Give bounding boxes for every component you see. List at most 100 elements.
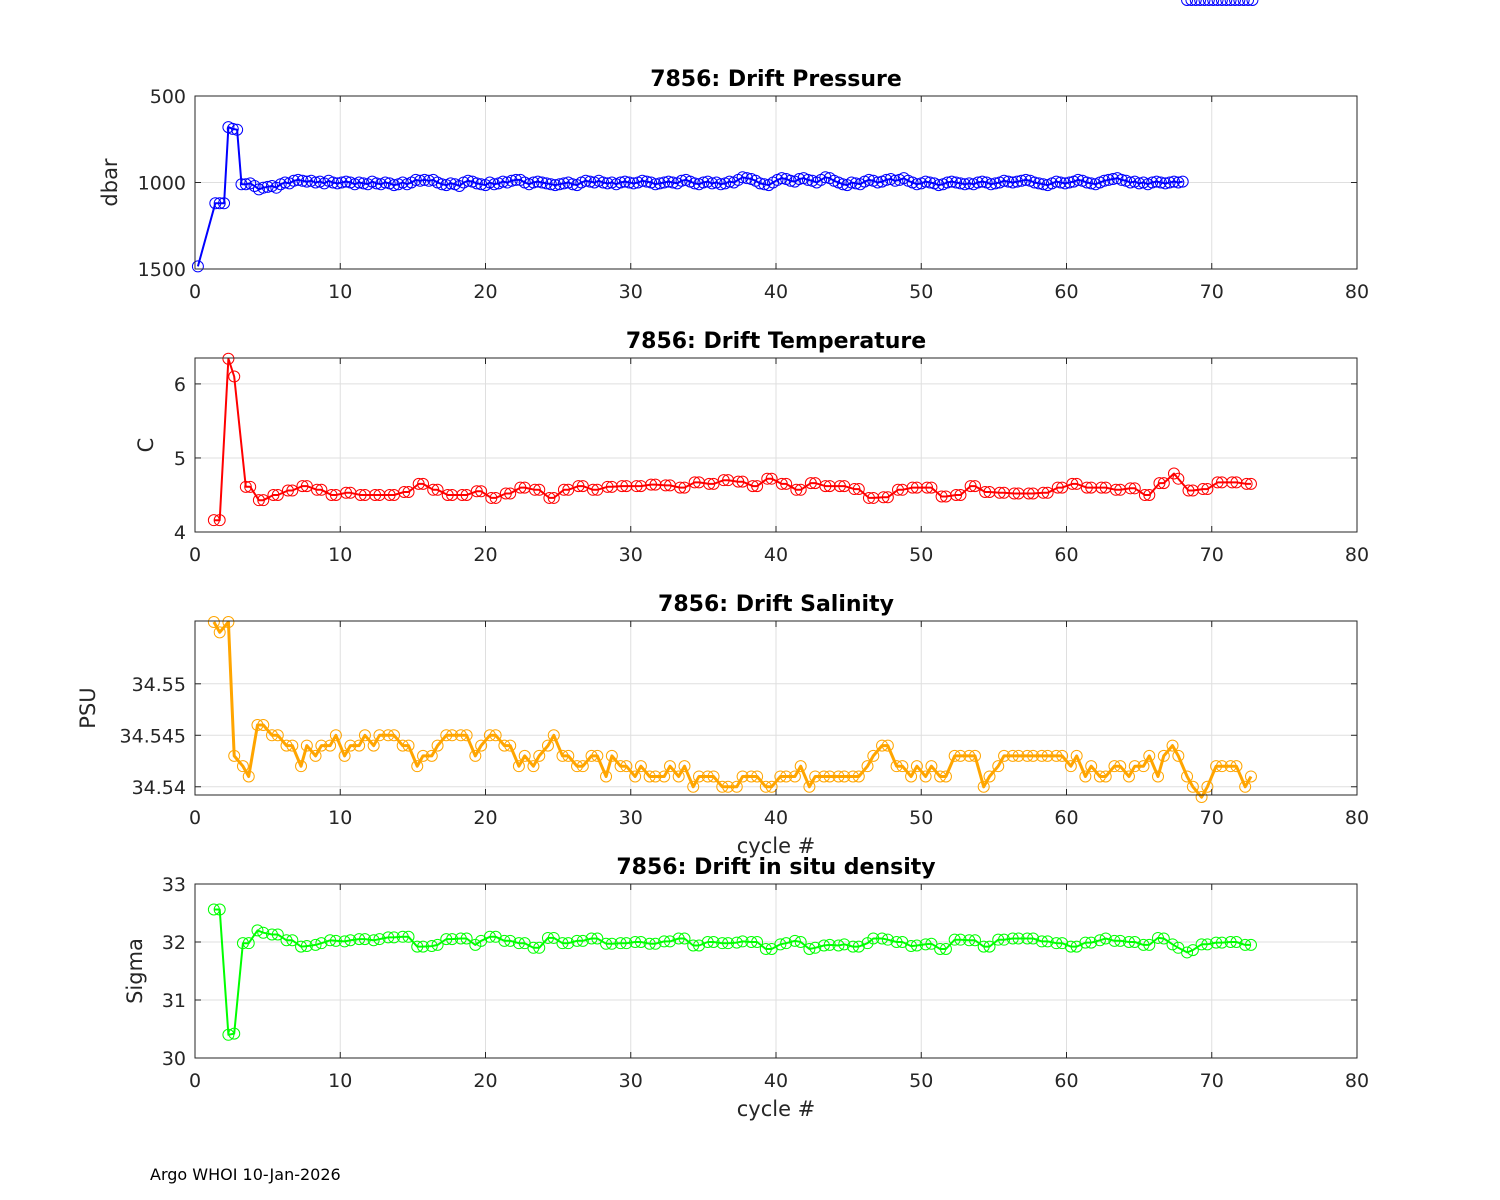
data-point [1085,760,1098,773]
data-point [324,934,337,947]
data-point [331,177,344,190]
data-point [790,483,803,496]
data-point [296,480,309,493]
data-point [1054,176,1067,189]
data-point [919,175,932,188]
data-point [222,352,235,365]
data-point [1006,176,1019,189]
x-tick-label: 0 [189,281,201,303]
data-point [444,177,457,190]
data-point [861,760,874,773]
x-tick-label: 0 [189,807,201,829]
data-point [460,729,473,742]
data-point [636,174,649,187]
data-point [765,472,778,485]
data-point [736,171,749,184]
data-point [846,770,859,783]
data-point [1056,749,1069,762]
data-point [499,487,512,500]
chart-title: 7856: Drift Temperature [626,329,926,354]
data-point [1006,749,1019,762]
data-point [271,928,284,941]
x-tick-label: 70 [1200,281,1224,303]
data-point [979,486,992,499]
x-tick-label: 40 [764,544,788,566]
data-point [1189,0,1202,6]
data-point [431,483,444,496]
data-point [658,935,671,948]
data-point [984,178,997,191]
data-point [279,176,292,189]
data-point [998,174,1011,187]
data-point [402,930,415,943]
data-point [329,729,342,742]
data-point [730,936,743,949]
data-point [1163,176,1176,189]
data-point [358,933,371,946]
data-point [373,933,386,946]
x-tick-label: 10 [328,807,352,829]
data-point [971,176,984,189]
data-point [1012,749,1025,762]
data-point [754,177,767,190]
data-point [207,616,220,629]
data-point [353,739,366,752]
data-point [620,937,633,950]
data-point [353,933,366,946]
data-point [1124,482,1137,495]
data-point [687,939,700,952]
data-point [736,475,749,488]
data-point [601,177,614,190]
data-point [788,934,801,947]
data-point [417,749,430,762]
data-point [881,933,894,946]
data-point [556,937,569,950]
y-tick-label: 5 [174,448,186,470]
data-point [963,749,976,762]
data-point [964,480,977,493]
data-point [1244,477,1257,490]
data-point [1128,482,1141,495]
data-point [369,488,382,501]
data-point [527,176,540,189]
data-point [751,770,764,783]
data-point [396,930,409,943]
data-point [707,936,720,948]
data-point [939,942,952,955]
data-point [836,178,849,191]
data-point [1093,934,1106,947]
data-point [630,480,643,493]
data-point [470,485,483,498]
data-point [905,940,918,953]
data-point [623,176,636,189]
data-point [1195,791,1208,804]
data-point [801,173,814,186]
x-tick-label: 50 [909,281,933,303]
data-point [440,729,453,742]
data-point [992,760,1005,773]
data-point [605,480,618,493]
data-point [265,729,278,742]
data-point [876,739,889,752]
data-point [862,173,875,186]
data-point [910,939,923,952]
data-point [919,770,932,783]
data-point [571,934,584,947]
data-point [557,177,570,190]
data-point [309,749,322,762]
data-point [1114,760,1127,773]
data-point [1019,173,1032,186]
data-point [422,174,435,187]
data-point [759,942,772,955]
data-point [675,174,688,187]
data-point [1167,175,1180,188]
data-point [1172,749,1185,762]
x-tick-label: 20 [473,544,497,566]
data-point [383,488,396,501]
data-point [531,175,544,188]
data-point [852,483,865,496]
data-point [919,938,932,951]
data-point [794,483,807,496]
data-point [295,940,308,953]
data-point [566,178,579,191]
